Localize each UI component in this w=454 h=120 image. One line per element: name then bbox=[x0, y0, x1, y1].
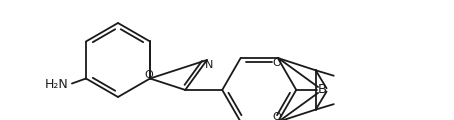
Text: O: O bbox=[272, 58, 281, 68]
Text: H₂N: H₂N bbox=[45, 78, 69, 91]
Text: O: O bbox=[272, 112, 281, 120]
Text: B: B bbox=[317, 83, 327, 96]
Text: N: N bbox=[205, 60, 213, 70]
Text: O: O bbox=[145, 69, 153, 79]
